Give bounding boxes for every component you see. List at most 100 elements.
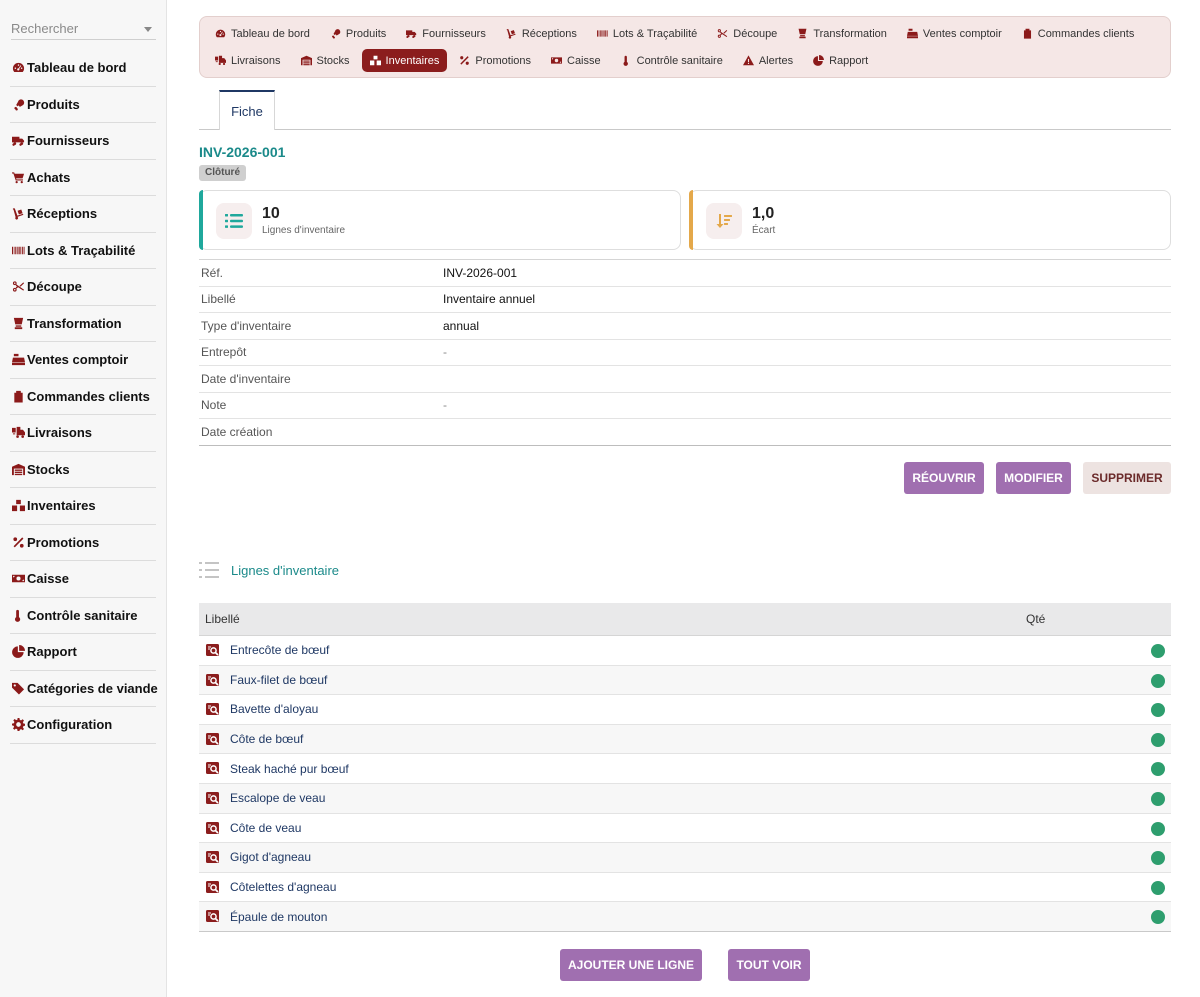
sidebar-item-stocks[interactable]: Stocks	[10, 452, 156, 488]
line-label-link[interactable]: Épaule de mouton	[230, 909, 328, 924]
sidebar-item-receptions[interactable]: Réceptions	[10, 196, 156, 233]
boxes-icon	[369, 55, 381, 66]
search-document-icon[interactable]	[206, 732, 221, 747]
column-header-qty[interactable]: Qté	[1026, 612, 1046, 626]
nav-item-controle-sanitaire[interactable]: Contrôle sanitaire	[613, 49, 731, 72]
nav-item-label: Rapport	[829, 54, 869, 67]
nav-item-ventes-comptoir[interactable]: Ventes comptoir	[899, 22, 1010, 45]
nav-item-livraisons[interactable]: Livraisons	[207, 49, 289, 72]
field-label: Date d'inventaire	[201, 371, 291, 386]
search-document-icon[interactable]	[206, 851, 221, 865]
record-details: Réf. INV-2026-001 Libellé Inventaire annuel…	[199, 259, 1171, 446]
search-document-icon[interactable]	[206, 762, 221, 776]
table-row[interactable]: Escalope de veau	[199, 783, 1171, 814]
nav-item-fournisseurs[interactable]: Fournisseurs	[398, 22, 494, 45]
sidebar-item-label: Livraisons	[27, 425, 93, 441]
sidebar-item-produits[interactable]: Produits	[10, 87, 156, 123]
nav-item-produits[interactable]: Produits	[322, 22, 394, 45]
field-label: Date création	[201, 424, 273, 439]
detail-row-libelle: Libellé Inventaire annuel	[199, 287, 1171, 313]
search-document-icon[interactable]	[206, 821, 221, 836]
nav-item-inventaires[interactable]: Inventaires	[361, 49, 448, 72]
status-dot	[1151, 791, 1165, 806]
nav-item-commandes-clients[interactable]: Commandes clients	[1014, 22, 1143, 45]
line-label-link[interactable]: Escalope de veau	[230, 791, 326, 806]
chevron-down-icon[interactable]	[144, 27, 152, 32]
line-label-link[interactable]: Faux-filet de bœuf	[230, 672, 328, 687]
line-label-link[interactable]: Gigot d'agneau	[230, 850, 312, 865]
nav-item-stocks[interactable]: Stocks	[293, 49, 358, 72]
status-badge: Clôturé	[199, 165, 246, 181]
sidebar-item-fournisseurs[interactable]: Fournisseurs	[10, 123, 156, 160]
nav-item-caisse[interactable]: Caisse	[543, 49, 609, 72]
nav-item-transformation[interactable]: Transformation	[789, 22, 895, 45]
sidebar-item-categories-de-viande[interactable]: Catégories de viande	[10, 671, 158, 707]
search-document-icon[interactable]	[206, 703, 221, 717]
sidebar-item-inventaires[interactable]: Inventaires	[10, 488, 156, 525]
line-label-link[interactable]: Côtelettes d'agneau	[230, 880, 337, 895]
clipboard-icon	[10, 390, 26, 403]
field-label: Type d'inventaire	[201, 318, 292, 333]
line-label-link[interactable]: Bavette d'aloyau	[230, 702, 319, 717]
table-row[interactable]: Côte de veau	[199, 814, 1171, 844]
search-input[interactable]	[11, 18, 131, 38]
table-row[interactable]: Gigot d'agneau	[199, 843, 1171, 873]
table-row[interactable]: Côtelettes d'agneau	[199, 873, 1171, 903]
sidebar-item-achats[interactable]: Achats	[10, 160, 156, 196]
line-label-link[interactable]: Entrecôte de bœuf	[230, 643, 330, 658]
detail-row-date-d-inventaire: Date d'inventaire	[199, 366, 1171, 393]
line-label-link[interactable]: Côte de bœuf	[230, 732, 304, 747]
field-label: Réf.	[201, 265, 224, 280]
sidebar-item-promotions[interactable]: Promotions	[10, 525, 156, 561]
line-label-link[interactable]: Steak haché pur bœuf	[230, 761, 349, 776]
sidebar-item-controle-sanitaire[interactable]: Contrôle sanitaire	[10, 598, 156, 634]
see-all-button[interactable]: TOUT VOIR	[728, 949, 810, 981]
nav-item-label: Tableau de bord	[231, 27, 310, 40]
delete-button[interactable]: SUPPRIMER	[1083, 462, 1171, 494]
detail-row-ref: Réf. INV-2026-001	[199, 260, 1171, 287]
nav-item-promotions[interactable]: Promotions	[451, 49, 539, 72]
search-document-icon[interactable]	[206, 791, 221, 806]
sidebar-item-label: Configuration	[27, 717, 113, 733]
sidebar-item-decoupe[interactable]: Découpe	[10, 269, 156, 306]
nav-item-label: Promotions	[475, 54, 531, 67]
sidebar-item-configuration[interactable]: Configuration	[10, 707, 156, 744]
table-row[interactable]: Faux-filet de bœuf	[199, 665, 1171, 696]
add-line-button[interactable]: AJOUTER UNE LIGNE	[560, 949, 702, 981]
table-header: Libellé Qté	[199, 603, 1171, 636]
field-label: Libellé	[201, 292, 236, 307]
table-row[interactable]: Steak haché pur bœuf	[199, 754, 1171, 784]
detail-row-note: Note -	[199, 393, 1171, 419]
money-bill-icon	[551, 55, 562, 66]
sidebar-item-tableau-de-bord[interactable]: Tableau de bord	[10, 50, 156, 87]
nav-item-receptions[interactable]: Réceptions	[498, 22, 585, 45]
sidebar-item-ventes-comptoir[interactable]: Ventes comptoir	[10, 342, 156, 379]
sidebar-item-commandes-clients[interactable]: Commandes clients	[10, 379, 156, 415]
nav-item-lots-tracabilite[interactable]: Lots & Traçabilité	[589, 22, 705, 45]
table-row[interactable]: Bavette d'aloyau	[199, 695, 1171, 725]
nav-item-tableau-de-bord[interactable]: Tableau de bord	[207, 22, 318, 45]
sidebar-item-lots-tracabilite[interactable]: Lots & Traçabilité	[10, 233, 156, 269]
sidebar-item-caisse[interactable]: Caisse	[10, 561, 156, 598]
search-select[interactable]	[11, 18, 156, 40]
cog-icon	[10, 718, 26, 732]
reopen-button[interactable]: RÉOUVRIR	[904, 462, 984, 494]
column-header-label[interactable]: Libellé	[205, 612, 240, 626]
cash-register-icon	[906, 28, 918, 39]
search-document-icon[interactable]	[206, 673, 221, 688]
nav-item-alertes[interactable]: Alertes	[735, 49, 801, 72]
line-label-link[interactable]: Côte de veau	[230, 820, 302, 835]
sidebar-item-transformation[interactable]: Transformation	[10, 306, 156, 342]
table-row[interactable]: Entrecôte de bœuf	[199, 636, 1171, 666]
nav-item-rapport[interactable]: Rapport	[805, 49, 876, 72]
search-document-icon[interactable]	[206, 644, 221, 658]
nav-item-decoupe[interactable]: Découpe	[709, 22, 785, 45]
sidebar-item-livraisons[interactable]: Livraisons	[10, 415, 156, 452]
table-row[interactable]: Côte de bœuf	[199, 724, 1171, 755]
tab-fiche[interactable]: Fiche	[219, 90, 275, 130]
edit-button[interactable]: MODIFIER	[996, 462, 1071, 494]
search-document-icon[interactable]	[206, 880, 221, 895]
table-row[interactable]: Épaule de mouton	[199, 902, 1171, 932]
search-document-icon[interactable]	[206, 910, 221, 924]
sidebar-item-rapport[interactable]: Rapport	[10, 634, 156, 671]
